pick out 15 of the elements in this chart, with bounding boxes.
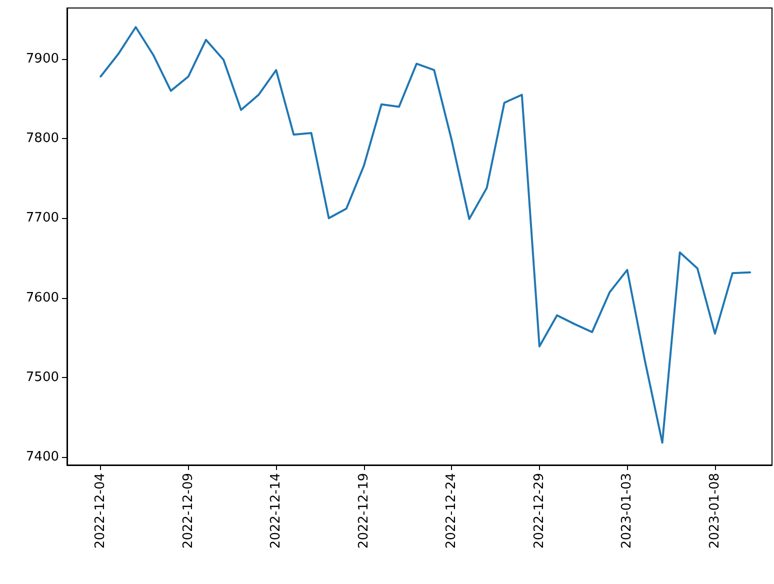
x-tick-label: 2022-12-09 [180,473,196,549]
y-tick-label: 7500 [26,370,59,385]
y-tick-label: 7900 [26,51,59,66]
x-tick-label: 2023-01-08 [707,473,722,549]
line-series [100,26,752,444]
x-tick-label: 2022-12-19 [356,473,372,549]
x-tick-label: 2022-12-29 [532,473,547,549]
y-tick-label: 7400 [26,450,59,465]
x-tick-label: 2022-12-14 [268,473,284,549]
y-tick-label: 7800 [26,131,59,146]
x-tick-label: 2023-01-03 [620,473,635,549]
y-tick-label: 7600 [26,290,59,306]
x-tick-label: 2022-12-24 [444,473,460,549]
x-tick-label: 2022-12-04 [93,473,108,549]
y-tick-label: 7700 [26,210,59,226]
